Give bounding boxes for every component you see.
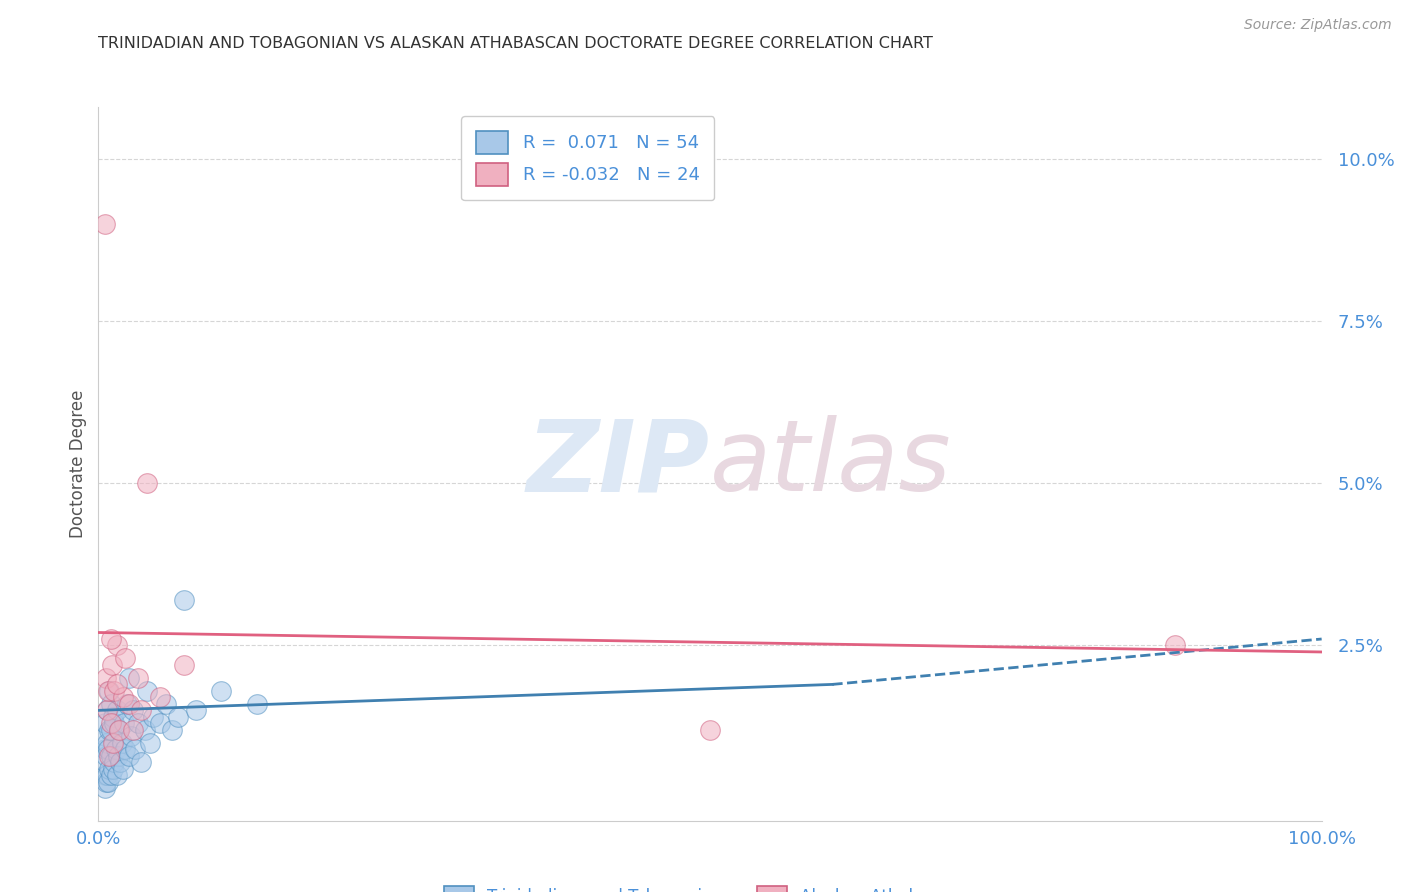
Point xyxy=(93,716,115,731)
Point xyxy=(93,217,115,231)
Point xyxy=(98,748,121,763)
Point xyxy=(111,762,134,776)
Point xyxy=(167,710,190,724)
Point xyxy=(108,723,131,737)
Point xyxy=(114,651,136,665)
Point xyxy=(136,684,159,698)
Point xyxy=(173,657,195,672)
Point xyxy=(97,774,120,789)
Point xyxy=(1164,639,1187,653)
Point xyxy=(96,736,118,750)
Point xyxy=(160,723,183,737)
Point xyxy=(112,716,135,731)
Point xyxy=(139,736,162,750)
Point xyxy=(94,774,117,789)
Point xyxy=(97,684,120,698)
Point xyxy=(104,742,127,756)
Point xyxy=(96,768,118,782)
Point xyxy=(97,742,120,756)
Point xyxy=(96,703,118,717)
Point xyxy=(103,716,125,731)
Point xyxy=(142,710,165,724)
Point xyxy=(98,684,121,698)
Point xyxy=(114,742,136,756)
Point xyxy=(149,716,172,731)
Point xyxy=(121,723,143,737)
Point xyxy=(134,723,156,737)
Y-axis label: Doctorate Degree: Doctorate Degree xyxy=(69,390,87,538)
Point xyxy=(105,677,128,691)
Point xyxy=(124,742,146,756)
Point xyxy=(110,756,132,770)
Text: TRINIDADIAN AND TOBAGONIAN VS ALASKAN ATHABASCAN DOCTORATE DEGREE CORRELATION CH: TRINIDADIAN AND TOBAGONIAN VS ALASKAN AT… xyxy=(98,36,934,51)
Legend: Trinidadians and Tobagonians, Alaskan Athabascans: Trinidadians and Tobagonians, Alaskan At… xyxy=(437,879,983,892)
Point xyxy=(118,748,141,763)
Point xyxy=(209,684,232,698)
Point xyxy=(111,736,134,750)
Point xyxy=(100,768,122,782)
Point xyxy=(101,657,124,672)
Point xyxy=(246,697,269,711)
Point xyxy=(105,768,128,782)
Point xyxy=(129,703,152,717)
Point xyxy=(98,723,121,737)
Point xyxy=(100,748,122,763)
Point xyxy=(98,762,121,776)
Point xyxy=(101,736,124,750)
Point xyxy=(136,476,159,491)
Point xyxy=(103,684,125,698)
Point xyxy=(96,703,118,717)
Point xyxy=(111,690,134,705)
Point xyxy=(93,729,115,743)
Point xyxy=(108,723,131,737)
Point xyxy=(93,781,115,796)
Point xyxy=(101,762,124,776)
Point xyxy=(100,697,122,711)
Point xyxy=(105,639,128,653)
Point xyxy=(100,716,122,731)
Point xyxy=(155,697,177,711)
Point xyxy=(107,748,129,763)
Point xyxy=(103,756,125,770)
Point xyxy=(105,703,128,717)
Point xyxy=(93,768,115,782)
Point xyxy=(101,710,124,724)
Point xyxy=(173,593,195,607)
Point xyxy=(120,729,142,743)
Point xyxy=(127,671,149,685)
Point xyxy=(186,703,208,717)
Point xyxy=(94,748,117,763)
Point xyxy=(699,723,721,737)
Point xyxy=(93,756,115,770)
Text: Source: ZipAtlas.com: Source: ZipAtlas.com xyxy=(1244,18,1392,32)
Text: ZIP: ZIP xyxy=(527,416,710,512)
Point xyxy=(100,632,122,646)
Point xyxy=(100,723,122,737)
Point xyxy=(93,742,115,756)
Point xyxy=(115,697,138,711)
Point xyxy=(129,756,152,770)
Point xyxy=(94,671,117,685)
Point xyxy=(118,671,141,685)
Point xyxy=(121,703,143,717)
Text: atlas: atlas xyxy=(710,416,952,512)
Point xyxy=(127,716,149,731)
Point xyxy=(118,697,141,711)
Point xyxy=(149,690,172,705)
